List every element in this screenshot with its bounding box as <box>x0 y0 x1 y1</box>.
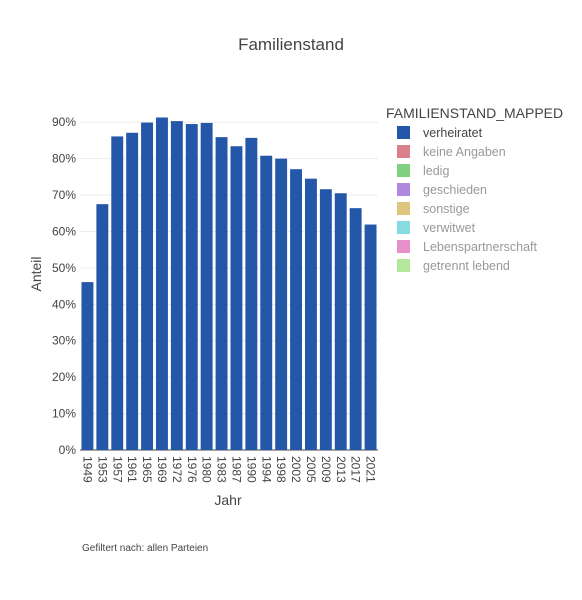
bar[interactable] <box>275 158 288 450</box>
x-tick-label: 2009 <box>319 456 333 483</box>
legend-label: keine Angaben <box>423 145 506 159</box>
bar[interactable] <box>260 155 273 450</box>
legend-label: sonstige <box>423 202 470 216</box>
y-tick-label: 0% <box>59 443 77 457</box>
bar[interactable] <box>155 117 168 450</box>
x-tick-label: 1976 <box>185 456 199 483</box>
x-tick-label: 2013 <box>334 456 348 483</box>
gridlines <box>80 121 378 451</box>
x-tick-label: 1961 <box>125 456 139 483</box>
bar[interactable] <box>81 282 94 450</box>
x-tick-label: 2005 <box>304 456 318 483</box>
bar[interactable] <box>364 224 377 450</box>
legend-label: verheiratet <box>423 126 483 140</box>
legend-swatch <box>397 145 410 158</box>
x-tick-label: 2017 <box>349 456 363 483</box>
x-tick-label: 1965 <box>140 456 154 483</box>
legend-swatch <box>397 259 410 272</box>
legend-item[interactable]: keine Angaben <box>397 145 506 159</box>
x-axis: 1949 1953 1957 1961 1965 1969 1972 1976 1980 1983… <box>80 456 377 483</box>
y-tick-label: 80% <box>52 152 76 166</box>
x-tick-label: 1990 <box>244 456 258 483</box>
bar[interactable] <box>141 122 154 450</box>
bar[interactable] <box>304 178 317 451</box>
x-tick-label: 1972 <box>170 456 184 483</box>
y-tick-label: 90% <box>52 115 76 129</box>
legend-label: Lebenspartnerschaft <box>423 240 537 254</box>
y-tick-label: 20% <box>52 370 76 384</box>
legend-swatch <box>397 221 410 234</box>
legend-swatch <box>397 240 410 253</box>
bar[interactable] <box>230 146 243 451</box>
legend-swatch <box>397 183 410 196</box>
x-tick-label: 2002 <box>289 456 303 483</box>
legend-item[interactable]: geschieden <box>397 183 487 197</box>
bar[interactable] <box>319 189 332 450</box>
x-tick-label: 2021 <box>364 456 378 483</box>
legend-label: verwitwet <box>423 221 476 235</box>
bar[interactable] <box>126 132 139 450</box>
x-tick-label: 1969 <box>155 456 169 483</box>
legend-swatch <box>397 202 410 215</box>
bar[interactable] <box>111 136 124 450</box>
y-tick-label: 60% <box>52 224 76 238</box>
legend-item[interactable]: sonstige <box>397 202 470 216</box>
bar[interactable] <box>245 137 258 450</box>
x-tick-label: 1994 <box>259 456 273 483</box>
x-tick-label: 1998 <box>274 456 288 483</box>
bar[interactable] <box>349 208 362 450</box>
x-tick-label: 1949 <box>80 456 94 483</box>
bar[interactable] <box>290 169 303 451</box>
legend-item[interactable]: verheiratet <box>397 126 483 140</box>
legend-swatch <box>397 164 410 177</box>
bar[interactable] <box>200 122 213 450</box>
y-axis: 0% 10% 20% 30% 40% 50% 60% 70% 80% 90% <box>52 115 76 457</box>
y-tick-label: 30% <box>52 334 76 348</box>
chart-title: Familienstand <box>238 35 344 54</box>
y-tick-label: 40% <box>52 297 76 311</box>
bar[interactable] <box>170 121 183 451</box>
x-tick-label: 1987 <box>229 456 243 483</box>
bar[interactable] <box>215 137 228 450</box>
legend-swatch <box>397 126 410 139</box>
x-tick-label: 1983 <box>215 456 229 483</box>
y-tick-label: 50% <box>52 261 76 275</box>
x-axis-title: Jahr <box>214 492 242 508</box>
bar[interactable] <box>96 204 109 450</box>
legend-label: geschieden <box>423 183 487 197</box>
footnote: Gefiltert nach: allen Parteien <box>82 543 208 554</box>
bar[interactable] <box>185 124 198 450</box>
legend-item[interactable]: verwitwet <box>397 221 476 235</box>
x-tick-label: 1980 <box>200 456 214 483</box>
legend-title: FAMILIENSTAND_MAPPED <box>386 105 563 121</box>
y-tick-label: 70% <box>52 188 76 202</box>
legend-item[interactable]: ledig <box>397 164 449 178</box>
bar-series <box>81 117 377 451</box>
legend: FAMILIENSTAND_MAPPED verheiratet keine An… <box>386 105 563 273</box>
legend-item[interactable]: getrennt lebend <box>397 259 510 273</box>
y-tick-label: 10% <box>52 407 76 421</box>
bar[interactable] <box>334 193 347 451</box>
legend-label: ledig <box>423 164 449 178</box>
legend-item[interactable]: Lebenspartnerschaft <box>397 240 537 254</box>
legend-label: getrennt lebend <box>423 259 510 273</box>
x-tick-label: 1953 <box>95 456 109 483</box>
y-axis-title: Anteil <box>28 256 44 291</box>
x-tick-label: 1957 <box>110 456 124 483</box>
